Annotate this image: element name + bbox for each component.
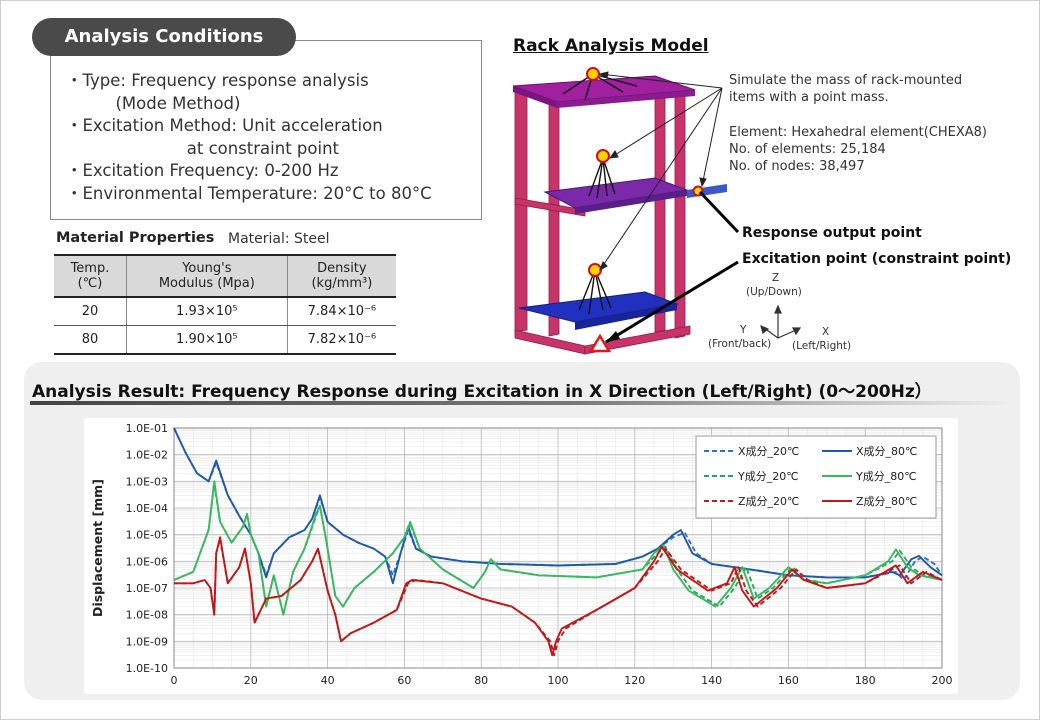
mass-marker [596,149,610,163]
x-tick-label: 60 [397,674,411,687]
legend-entry: Y成分_20℃ [737,470,799,483]
x-tick-label: 160 [778,674,799,687]
x-tick-label: 180 [855,674,876,687]
frequency-response-chart: 1.0E-10 1.0E-09 1.0E-08 1.0E-07 1.0E-06 1.0E-… [90,422,953,687]
y-tick-label: 1.0E-01 [126,422,168,435]
cell-temp: 20 [54,297,127,326]
header-modulus: Young's Modulus (Mpa) [126,254,288,298]
axis-z-label: Z [772,272,780,284]
axes-arrows-icon [760,304,802,339]
y-tick-label: 1.0E-06 [126,555,168,568]
condition-item: ・Excitation Frequency: 0-200 Hz [66,161,339,180]
condition-item: ・Type: Frequency response analysis [66,71,369,90]
result-underline [30,401,1010,405]
condition-item: at constraint point [66,138,339,158]
rack-model-illustration [512,67,727,355]
axis-z-desc: (Up/Down) [746,286,802,298]
result-title: Analysis Result: Frequency Response duri… [32,382,932,402]
y-tick-label: 1.0E-10 [126,662,168,675]
table-row: 80 1.90×10⁵ 7.82×10⁻⁶ [54,325,396,355]
annotation-lines [598,71,740,344]
model-title: Rack Analysis Model [513,36,709,56]
header-density: Density (kg/mm³) [287,254,396,298]
axis-x-desc: (Left/Right) [792,340,852,352]
excitation-triangle-icon [588,333,612,353]
x-tick-label: 80 [474,674,488,687]
y-tick-label: 1.0E-09 [126,635,168,648]
axis-x-label: X [822,326,830,338]
series-line [173,480,943,616]
cell-modulus: 1.93×10⁵ [126,297,288,326]
x-tick-label: 20 [244,674,258,687]
conditions-box [50,40,482,220]
cell-density: 7.84×10⁻⁶ [287,297,396,326]
conditions-title: Analysis Conditions [32,18,296,56]
material-subtitle: Material: Steel [228,231,330,247]
y-tick-label: 1.0E-08 [126,609,168,622]
legend-entry: Z成分_80℃ [856,495,917,508]
y-tick-label: 1.0E-02 [126,449,168,462]
series-line [174,536,943,657]
condition-item: ・Environmental Temperature: 20°C to 80°C [66,183,432,203]
material-table: Temp. (℃) Young's Modulus (Mpa) Density (kg… [54,254,396,355]
conditions-list: ・Type: Frequency response analysis (Mode… [66,70,432,205]
x-tick-label: 100 [548,674,569,687]
y-tick-label: 1.0E-07 [126,582,168,595]
axis-y-desc: (Front/back) [708,338,772,350]
x-tick-label: 40 [321,674,335,687]
legend-entry: Z成分_20℃ [738,495,799,508]
y-tick-label: 1.0E-04 [126,502,168,515]
mass-note: Simulate the mass of rack-mounted items … [729,73,963,105]
legend-entry: X成分_20℃ [738,445,799,458]
cell-density: 7.82×10⁻⁶ [287,325,396,355]
condition-item: (Mode Method) [66,93,241,113]
table-row: 20 1.93×10⁵ 7.84×10⁻⁶ [54,297,396,326]
coordinate-axes: Z (Up/Down) Y (Front/back) X (Left/Right… [700,270,880,360]
x-tick-label: 200 [932,674,953,687]
y-tick-label: 1.0E-05 [126,529,168,542]
x-tick-label: 120 [624,674,645,687]
response-output-label: Response output point [742,225,922,241]
x-tick-label: 0 [171,674,178,687]
excitation-point-label: Excitation point (constraint point) [742,251,1012,267]
y-axis-label: Displacement [mm] [90,479,105,617]
condition-item: ・Excitation Method: Unit acceleration [66,116,383,135]
legend-entry: Y成分_80℃ [855,470,917,483]
y-tick-label: 1.0E-03 [126,475,168,488]
cell-temp: 80 [54,325,127,355]
plot-area [173,427,943,669]
axis-y-label: Y [740,324,747,336]
element-note: Element: Hexahedral element(CHEXA8) No. … [729,125,987,174]
legend-box [695,435,937,519]
cell-modulus: 1.90×10⁵ [126,325,288,355]
x-tick-label: 140 [701,674,722,687]
legend-entry: X成分_80℃ [856,445,917,458]
material-title: Material Properties [56,230,215,246]
table-header-row: Temp. (℃) Young's Modulus (Mpa) Density (kg… [54,254,396,298]
header-temp: Temp. (℃) [54,254,127,298]
